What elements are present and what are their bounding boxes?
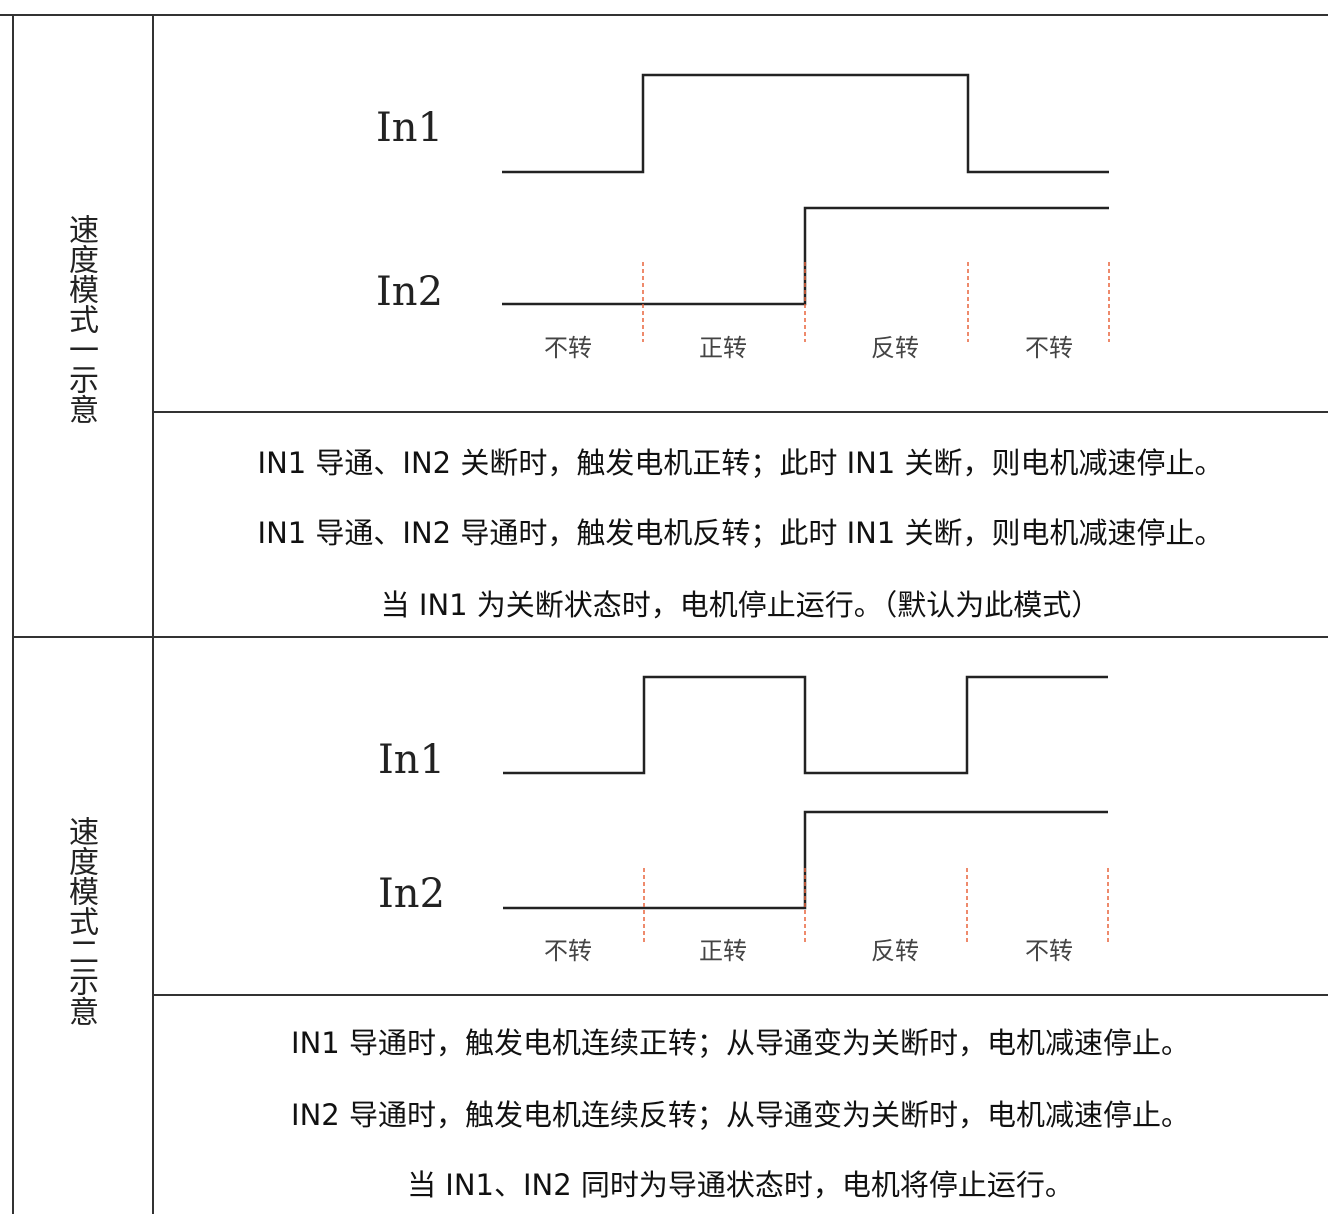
section-1-desc-line-3: 当 IN1 为关断状态时，电机停止运行。（默认为此模式） — [380, 588, 1101, 622]
section-2-state-1: 不转 — [544, 937, 592, 965]
section-1-description: IN1 导通、IN2 关断时，触发电机正转；此时 IN1 关断，则电机减速停止。… — [153, 411, 1328, 636]
section-2-in2-waveform — [503, 810, 1108, 910]
section-1-state-1: 不转 — [544, 334, 592, 362]
row-divider-2 — [152, 994, 1328, 996]
section-1-side-label: 速度模式一示意 — [63, 214, 98, 424]
table-top-border — [0, 14, 1328, 16]
section-1-in2-waveform — [502, 206, 1109, 306]
section-1-state-3: 反转 — [871, 334, 919, 362]
section-1-timing-diagram: In1 In2 不转 正转 反转 不转 — [376, 73, 1110, 362]
section-2-in1-waveform — [503, 675, 1108, 775]
section-2-desc-line-1: IN1 导通时，触发电机连续正转；从导通变为关断时，电机减速停止。 — [291, 1026, 1190, 1060]
section-2-state-4: 不转 — [1025, 937, 1073, 965]
section-1-state-2: 正转 — [699, 334, 747, 362]
section-2-desc-line-3: 当 IN1、IN2 同时为导通状态时，电机将停止运行。 — [407, 1168, 1074, 1202]
section-2-timing-diagram: In1 In2 不转 正转 反转 不转 — [378, 675, 1109, 965]
section-2-in1-label: In1 — [378, 737, 445, 783]
section-1-in2-label: In2 — [376, 269, 443, 315]
section-2-in2-label: In2 — [378, 871, 445, 917]
section-1-in1-label: In1 — [376, 105, 443, 151]
section-1-in1-waveform — [502, 73, 1109, 174]
section-divider — [12, 636, 1328, 638]
section-1-desc-line-2: IN1 导通、IN2 导通时，触发电机反转；此时 IN1 关断，则电机减速停止。 — [257, 516, 1224, 550]
section-1-state-4: 不转 — [1025, 334, 1073, 362]
section-2-state-3: 反转 — [871, 937, 919, 965]
table-column-divider — [152, 14, 154, 1214]
section-2-state-2: 正转 — [699, 937, 747, 965]
section-2-description: IN1 导通时，触发电机连续正转；从导通变为关断时，电机减速停止。 IN2 导通… — [153, 995, 1328, 1214]
section-2-desc-line-2: IN2 导通时，触发电机连续反转；从导通变为关断时，电机减速停止。 — [291, 1098, 1190, 1132]
section-2-side-label: 速度模式二示意 — [63, 816, 98, 1026]
row-divider-1 — [152, 411, 1328, 413]
table-left-border — [12, 14, 14, 1214]
section-1-desc-line-1: IN1 导通、IN2 关断时，触发电机正转；此时 IN1 关断，则电机减速停止。 — [257, 446, 1224, 480]
